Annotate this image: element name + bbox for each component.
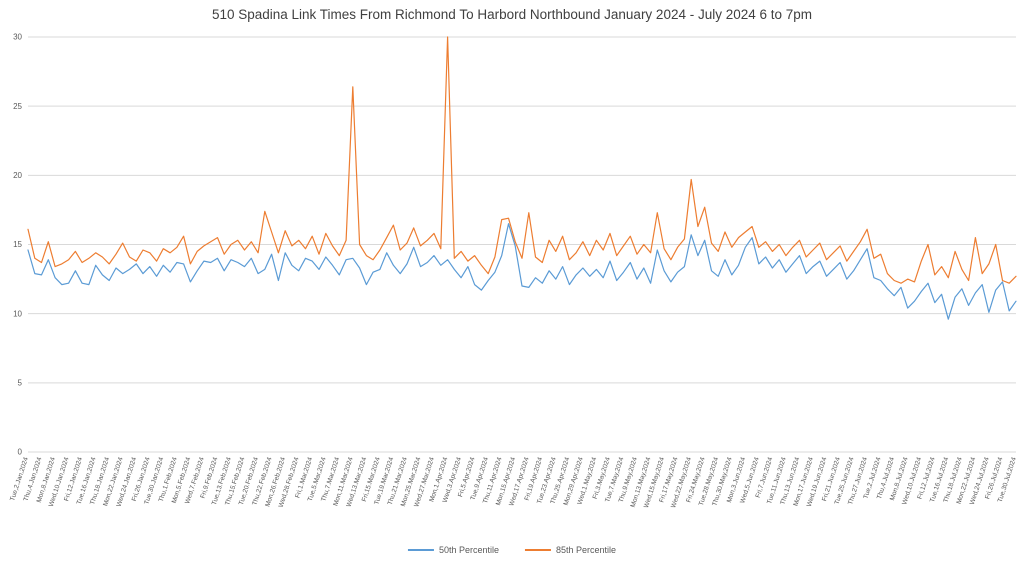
svg-text:10: 10 [13, 309, 22, 318]
line-swatch-icon [407, 549, 434, 551]
y-axis-tick-labels: 0 5 10 15 20 25 30 [13, 33, 22, 457]
legend-label: 50th Percentile [438, 545, 499, 555]
gridlines [28, 36, 1016, 453]
legend-item-50th-percentile: 50th Percentile [407, 545, 499, 555]
x-axis-date-labels: Tue,2.Jan,2024Thu,4.Jan,2024Mon,8.Jan,20… [9, 456, 1018, 509]
legend-item-85th-percentile: 85th Percentile [525, 545, 616, 555]
chart-legend: 50th Percentile 85th Percentile [407, 545, 616, 555]
svg-text:20: 20 [13, 171, 22, 180]
svg-text:30: 30 [13, 33, 22, 42]
svg-text:25: 25 [13, 102, 22, 111]
series-line-50th-percentile [27, 223, 1017, 320]
legend-label: 85th Percentile [556, 545, 617, 555]
line-swatch-icon [525, 549, 551, 551]
svg-text:15: 15 [13, 240, 22, 249]
series-line-85th-percentile [27, 36, 1017, 284]
chart-title: 510 Spadina Link Times From Richmond To … [211, 7, 813, 22]
svg-text:5: 5 [18, 378, 23, 387]
svg-text:0: 0 [18, 448, 23, 457]
